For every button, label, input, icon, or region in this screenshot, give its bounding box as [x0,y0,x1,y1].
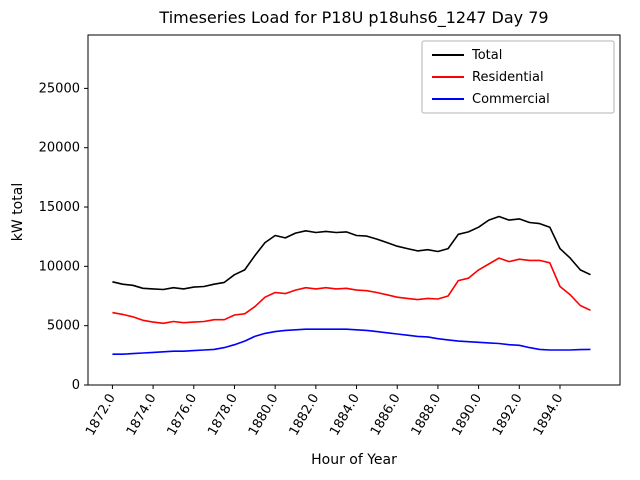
legend-box [421,40,615,114]
legend-label: Total [471,48,502,63]
y-tick-label: 25000 [39,81,80,96]
x-tick-label: 1876.0 [165,392,201,439]
y-axis-label: kW total [10,183,26,241]
x-tick-label: 1874.0 [124,392,160,439]
plot-area: 1872.0 1874.0 1876.0 1878.0 1880.0 1882.0 1884… [39,34,621,439]
y-tick-label: 0 [72,378,80,393]
x-tick-label: 1894.0 [531,392,567,439]
axes-frame [87,34,621,386]
chart-title: Timeseries Load for P18U p18uhs6_1247 Da… [158,8,548,28]
x-tick-label: 1888.0 [409,392,445,439]
y-tick-label: 20000 [39,141,80,156]
y-tick-label: 10000 [39,259,80,274]
legend-label: Commercial [472,92,550,107]
x-tick-label: 1886.0 [368,392,404,439]
x-tick-label: 1872.0 [83,392,119,439]
x-tick-label: 1890.0 [449,392,485,439]
y-tick-label: 15000 [39,200,80,215]
series-line-commercial [112,328,591,356]
x-tick-label: 1882.0 [287,392,323,439]
x-axis-label: Hour of Year [311,452,397,468]
legend-label: Residential [472,70,544,85]
series-line-total [112,215,591,291]
x-tick-label: 1878.0 [205,392,241,439]
y-tick-label: 5000 [47,319,80,334]
series-line-residential [112,257,591,325]
x-tick-label: 1884.0 [327,392,363,439]
x-tick-label: 1880.0 [246,392,282,439]
x-tick-label: 1892.0 [490,392,526,439]
